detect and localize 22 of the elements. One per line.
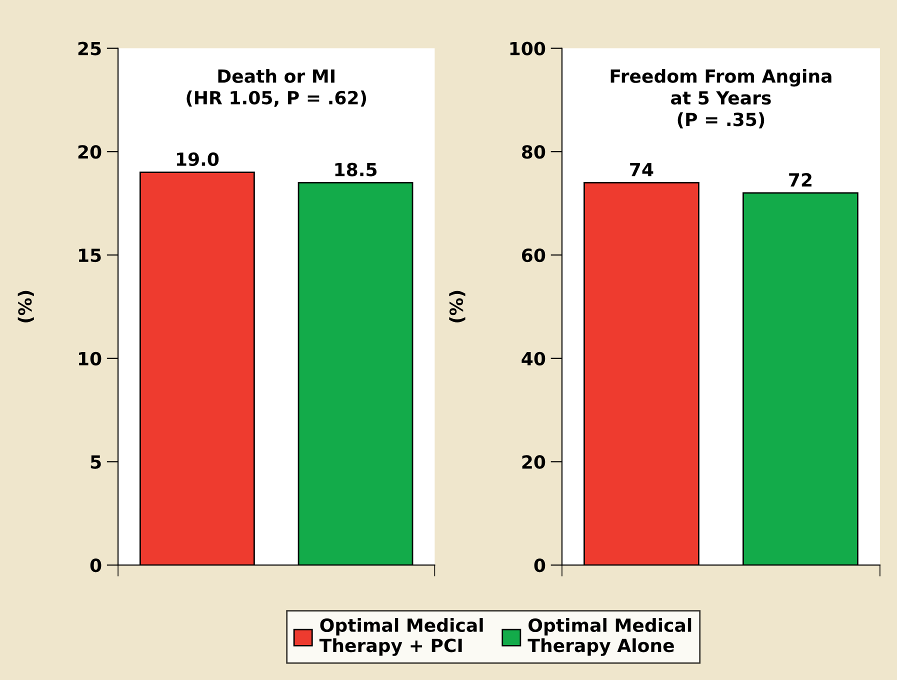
y-axis-title: (%) (18, 290, 34, 322)
data-label: 18.5 (335, 162, 377, 176)
y-tick-label: 20 (78, 145, 102, 159)
y-tick-label: 10 (78, 352, 102, 366)
y-tick-label: 25 (78, 42, 101, 56)
y-axis-title: (%) (449, 290, 466, 322)
y-tick-label: 20 (522, 455, 546, 469)
y-tick-label: 100 (510, 42, 546, 56)
data-label: 74 (630, 162, 654, 176)
y-tick-label: 40 (522, 352, 546, 366)
data-label: 72 (789, 173, 812, 186)
y-tick-label: 0 (534, 558, 546, 572)
data-label: 19.0 (176, 152, 219, 166)
y-tick-label: 60 (522, 248, 546, 262)
legend-label: Optimal Medical Therapy Alone (528, 618, 692, 656)
y-tick-label: 5 (90, 455, 101, 469)
legend-label: Optimal Medical Therapy + PCI (319, 618, 483, 656)
y-tick-label: 15 (78, 248, 101, 262)
y-tick-label: 0 (90, 558, 102, 572)
text: Freedom From Angina at 5 Years (P = .35) (610, 68, 832, 128)
y-tick-label: 80 (522, 145, 546, 159)
text: Death or MI (HR 1.05, P = .62) (186, 68, 366, 107)
